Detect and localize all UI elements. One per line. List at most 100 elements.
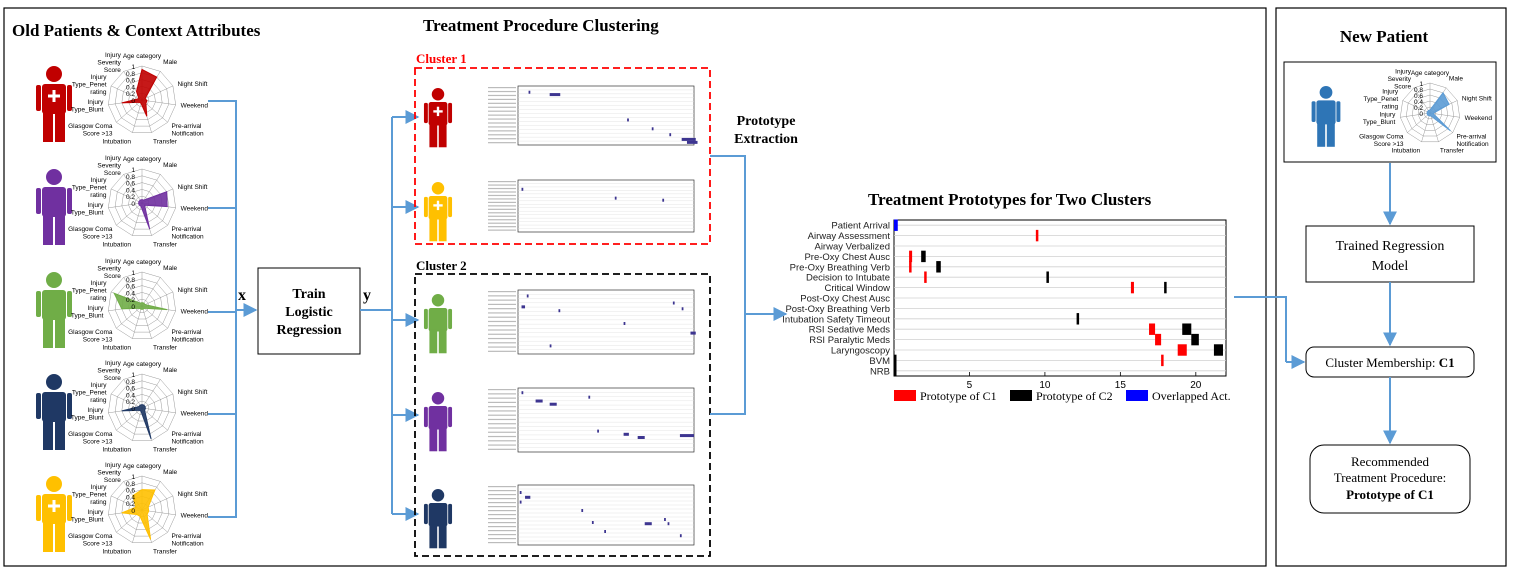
mini-chart-mark [672, 301, 675, 305]
radar-tick-label: 0.6 [126, 386, 135, 393]
radar-spoke [141, 305, 152, 339]
prototype-mark [1035, 229, 1039, 242]
mini-chart-row-label [488, 486, 516, 488]
radar-spoke [1402, 100, 1431, 114]
mini-chart-mark [597, 429, 599, 433]
train-box-label-1: Train [292, 287, 325, 302]
mini-chart-mark [519, 500, 522, 504]
mini-chart-row-label [488, 333, 516, 335]
radar-axis-label: Notification [171, 234, 204, 241]
person-head [431, 392, 445, 405]
prototype-mark [1191, 333, 1199, 346]
person-arm-left [423, 102, 428, 124]
mini-chart-row-label [488, 98, 516, 100]
radar-tick-label: 0.8 [126, 174, 135, 181]
mini-chart-row-label [488, 308, 516, 310]
mini-chart-mark [627, 118, 629, 122]
mini-chart-row-label [488, 205, 516, 207]
mini-chart-frame [517, 179, 695, 233]
radar-spoke [141, 393, 174, 409]
radar-axis-label: Injury [91, 177, 108, 184]
legend-swatch [894, 390, 916, 401]
person-icon [36, 476, 72, 552]
radar-axis-label: Type_Penet [72, 389, 107, 396]
person-leg-right [55, 522, 65, 552]
radar-spoke [110, 188, 143, 204]
radar-axis-label: Score >13 [1374, 141, 1404, 148]
mini-chart-row-label [488, 506, 516, 508]
prototype-mark [1155, 333, 1162, 346]
person-arm-right [67, 495, 72, 521]
radar-axis-label: Intubation [102, 241, 131, 248]
prototype-mark [894, 354, 897, 367]
y-label: y [363, 287, 371, 304]
person-leg-left [429, 329, 438, 354]
radar-tick-label: 0.2 [126, 91, 135, 98]
radar-spoke [132, 99, 143, 133]
prototype-mark [909, 261, 912, 273]
mini-chart-row-label [488, 94, 516, 97]
person-torso [428, 406, 448, 430]
radar-axis-label: Score [104, 273, 121, 280]
person-arm-right [1336, 101, 1341, 122]
mini-chart-row-label [488, 215, 516, 217]
mini-chart-row-label [488, 130, 516, 132]
radar-axis-label: Score [104, 67, 121, 74]
person-torso [428, 503, 448, 527]
x-tick-label: 20 [1190, 380, 1202, 391]
cluster-member-3 [423, 289, 696, 355]
mini-chart-mark [614, 196, 617, 200]
radar-axis-label: Type_Blunt [71, 313, 104, 320]
radar-tick-label: 1 [131, 270, 135, 277]
mini-chart-mark [549, 402, 557, 406]
radar-tick-label: 0 [1419, 111, 1423, 118]
mini-chart-row-label [488, 181, 516, 183]
radar-axis-label: Score [104, 375, 121, 382]
mini-chart-mark [535, 399, 543, 403]
radar-axis-label: Night Shift [177, 287, 207, 294]
radar-spoke [110, 85, 143, 101]
radar-spoke [141, 99, 176, 106]
radar-axis-label: Score >13 [83, 439, 113, 446]
radar-axis-label: Pre-arrival [171, 226, 202, 233]
person-arm-right [67, 85, 72, 111]
radar-axis-label: Transfer [153, 138, 178, 145]
person-torso [42, 290, 66, 320]
person-icon [423, 392, 453, 452]
radar-axis-label: Transfer [153, 548, 178, 555]
radar-tick-label: 0.2 [126, 501, 135, 508]
radar-axis-label: Type_Penet [72, 491, 107, 498]
person-leg-left [43, 215, 53, 245]
mini-chart-row-label [488, 526, 516, 528]
radar-axis-label: rating [90, 295, 107, 302]
person-leg-right [438, 123, 447, 148]
person-arm-left [36, 393, 41, 419]
mini-chart-mark [525, 495, 531, 499]
cluster2-out-arrow [710, 314, 746, 415]
mini-chart-mark [549, 344, 552, 348]
mini-chart-row-label [488, 291, 516, 293]
radar-axis-label: Severity [97, 266, 121, 273]
radar-spoke [116, 202, 143, 226]
x-tick-label: 5 [967, 380, 973, 391]
person-leg-left [43, 318, 53, 348]
radar-grid-ring [121, 182, 163, 223]
person-leg-left [1317, 122, 1326, 147]
radar-axis-label: Injury [87, 509, 104, 516]
radar-tick-label: 0 [131, 508, 135, 515]
radar-axis-label: Male [163, 469, 177, 476]
mini-chart-mark [637, 436, 645, 439]
mini-chart-row-label [488, 325, 516, 327]
radar-axis-label: Injury [1382, 88, 1399, 95]
radar-spoke [141, 202, 168, 226]
mini-chart-row-label [488, 337, 516, 340]
mini-chart-row-label [488, 514, 516, 516]
radar-tick-label: 0.8 [1414, 87, 1423, 94]
person-arm-right [67, 188, 72, 214]
mini-chart-frame [517, 289, 695, 355]
radar-axis-label: Pre-arrival [1456, 133, 1487, 140]
activity-label: Post-Oxy Chest Ausc [800, 294, 890, 305]
